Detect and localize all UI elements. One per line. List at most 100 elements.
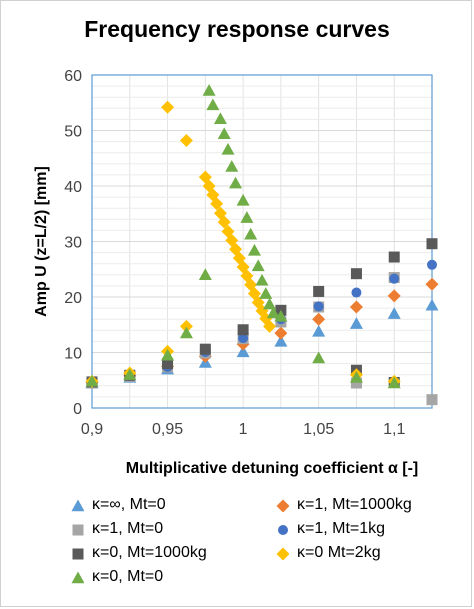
legend-marker-shape	[71, 499, 84, 512]
data-point-series-7	[251, 259, 265, 272]
legend-item: κ=∞, Mt=0	[70, 494, 275, 516]
legend-label: κ=0 Mt=2kg	[297, 544, 381, 561]
data-point-series-2	[312, 312, 326, 326]
legend-item: κ=1, Mt=1000kg	[275, 494, 470, 516]
y-tick-label: 0	[73, 401, 82, 418]
legend-item: κ=0, Mt=0	[70, 566, 275, 588]
data-point-series-7	[221, 142, 235, 155]
data-point-series-1	[274, 334, 288, 347]
x-tick-label: 1	[239, 421, 248, 438]
data-point-series-4	[351, 287, 362, 298]
legend-marker-shape	[72, 548, 84, 560]
data-point-series-4	[427, 259, 437, 270]
legend-marker	[72, 548, 84, 560]
legend-marker-shape	[72, 524, 84, 536]
data-point-series-6	[179, 319, 193, 333]
y-axis-title: Amp U (z=L/2) [mm]	[33, 166, 50, 317]
data-point-series-3	[350, 377, 362, 389]
y-tick-label: 60	[64, 68, 82, 85]
y-tick-label: 20	[64, 290, 82, 307]
data-point-series-5	[162, 358, 174, 370]
y-tick-label: 10	[64, 346, 82, 363]
legend-item: κ=1, Mt=1kg	[275, 518, 470, 540]
data-point-series-6	[179, 133, 193, 147]
data-point-series-4	[238, 333, 249, 344]
data-point-series-6	[247, 287, 261, 301]
data-point-series-7	[266, 306, 280, 319]
x-tick-label: 1,1	[383, 421, 405, 438]
x-tick-label: 1,05	[303, 421, 334, 438]
legend-marker	[72, 524, 84, 536]
legend-marker	[71, 499, 84, 512]
data-point-series-7	[236, 193, 250, 206]
data-point-series-7	[240, 211, 254, 223]
legend-label: κ=1, Mt=0	[92, 520, 164, 537]
legend-label: κ=1, Mt=1kg	[297, 520, 386, 537]
legend-marker	[276, 499, 289, 512]
data-point-series-3	[426, 394, 438, 406]
data-point-series-7	[225, 160, 239, 172]
legend-marker-shape	[71, 571, 84, 584]
data-point-series-7	[274, 309, 288, 322]
data-point-series-7	[161, 348, 175, 361]
data-point-series-7	[206, 98, 220, 111]
data-point-series-7	[217, 127, 231, 140]
y-tick-label: 30	[64, 235, 82, 252]
data-point-series-6	[217, 215, 231, 229]
x-tick-label: 0,95	[152, 421, 183, 438]
y-tick-label: 40	[64, 179, 82, 196]
axis-ticks: 0,9 0,95 1 1,05 1,1 0 10 20 30 40 50 60	[64, 68, 405, 438]
legend-label: κ=0, Mt=0	[92, 568, 164, 585]
data-point-series-1	[387, 307, 401, 319]
x-tick-label: 0,9	[81, 421, 103, 438]
data-point-series-6	[161, 100, 175, 114]
data-point-series-2	[274, 326, 288, 340]
data-point-series-7	[198, 268, 212, 280]
x-axis-title: Multiplicative detuning coefficient α [-…	[126, 460, 419, 477]
legend-label: κ=1, Mt=1000kg	[297, 496, 412, 513]
data-point-series-4	[389, 273, 400, 284]
data-point-series-5	[313, 285, 325, 297]
legend-item: κ=0, Mt=1000kg	[70, 542, 275, 564]
data-point-series-5	[199, 343, 211, 355]
data-point-series-1	[236, 345, 250, 358]
data-point-series-7	[259, 287, 273, 299]
data-point-series-7	[244, 227, 258, 240]
data-point-series-7	[312, 351, 326, 364]
data-point-series-6	[263, 319, 277, 333]
legend-item: κ=1, Mt=0	[70, 518, 275, 540]
data-points	[85, 84, 439, 406]
legend-marker-shape	[278, 525, 288, 535]
data-point-series-2	[425, 277, 439, 291]
data-point-series-5	[388, 251, 400, 263]
data-point-series-2	[349, 300, 363, 314]
data-point-series-7	[247, 243, 261, 256]
data-point-series-7	[255, 273, 269, 286]
data-point-series-7	[202, 84, 216, 96]
chart-title: Frequency response curves	[84, 16, 390, 42]
data-point-series-7	[123, 368, 137, 380]
data-point-series-7	[179, 326, 193, 339]
data-point-series-4	[313, 301, 324, 312]
legend-item: κ=0 Mt=2kg	[275, 542, 470, 564]
legend-marker	[276, 547, 289, 560]
data-point-series-7	[387, 376, 401, 389]
legend-marker-shape	[276, 499, 289, 512]
gridlines	[91, 74, 433, 409]
chart-legend: κ=∞, Mt=0 κ=1, Mt=1000kg κ=1, Mt=0 κ=1, Mt=…	[70, 494, 470, 588]
legend-marker-shape	[276, 547, 289, 560]
legend-marker	[71, 571, 84, 584]
data-point-series-7	[213, 112, 227, 125]
data-point-series-7	[85, 374, 99, 387]
data-point-series-5	[350, 268, 362, 280]
data-point-series-5	[426, 238, 438, 250]
y-tick-label: 50	[64, 124, 82, 141]
data-point-series-5	[237, 324, 249, 336]
legend-label: κ=0, Mt=1000kg	[92, 544, 207, 561]
data-point-series-7	[349, 370, 363, 383]
data-point-series-7	[229, 176, 243, 189]
data-point-series-7	[263, 297, 277, 310]
data-point-series-6	[210, 197, 224, 211]
